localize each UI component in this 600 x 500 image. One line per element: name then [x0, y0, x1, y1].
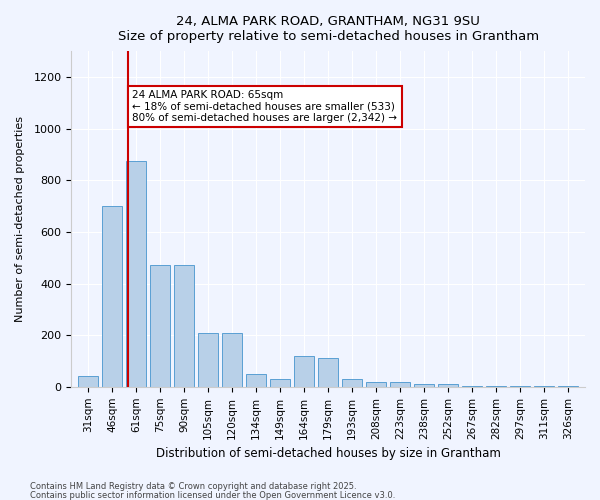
Bar — [366, 382, 386, 387]
Bar — [318, 358, 338, 387]
Text: Contains HM Land Registry data © Crown copyright and database right 2025.: Contains HM Land Registry data © Crown c… — [30, 482, 356, 491]
Bar — [222, 332, 242, 387]
Bar — [414, 384, 434, 387]
Text: Contains public sector information licensed under the Open Government Licence v3: Contains public sector information licen… — [30, 490, 395, 500]
Bar — [246, 374, 266, 387]
Bar — [294, 356, 314, 387]
Bar — [438, 384, 458, 387]
Text: 24 ALMA PARK ROAD: 65sqm
← 18% of semi-detached houses are smaller (533)
80% of : 24 ALMA PARK ROAD: 65sqm ← 18% of semi-d… — [133, 90, 397, 123]
Bar — [270, 379, 290, 387]
Bar — [126, 161, 146, 387]
Bar — [342, 379, 362, 387]
Bar — [462, 386, 482, 387]
Bar — [150, 266, 170, 387]
Bar — [510, 386, 530, 387]
Bar — [78, 376, 98, 387]
Bar — [198, 332, 218, 387]
Title: 24, ALMA PARK ROAD, GRANTHAM, NG31 9SU
Size of property relative to semi-detache: 24, ALMA PARK ROAD, GRANTHAM, NG31 9SU S… — [118, 15, 539, 43]
Bar — [534, 386, 554, 387]
Y-axis label: Number of semi-detached properties: Number of semi-detached properties — [15, 116, 25, 322]
Bar — [390, 382, 410, 387]
Bar — [102, 206, 122, 387]
Bar — [174, 266, 194, 387]
Bar — [486, 386, 506, 387]
Bar — [558, 386, 578, 387]
X-axis label: Distribution of semi-detached houses by size in Grantham: Distribution of semi-detached houses by … — [155, 447, 500, 460]
